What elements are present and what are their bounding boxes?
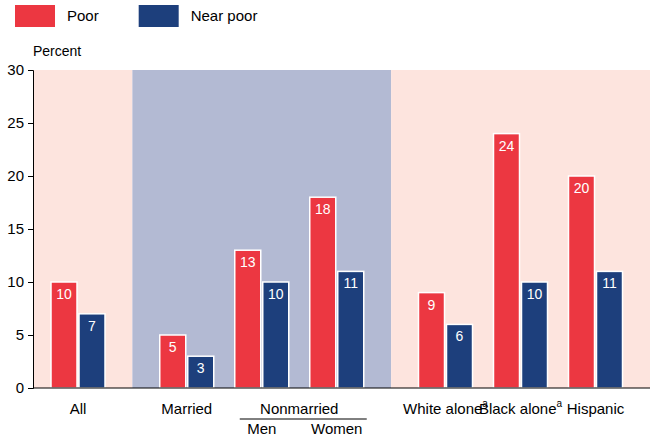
panel	[33, 70, 132, 388]
tick: 20	[7, 167, 33, 184]
tick-mark	[28, 282, 33, 283]
tick-label: 0	[16, 379, 24, 396]
tick: 5	[16, 326, 33, 343]
tick: 30	[7, 61, 33, 78]
baseline	[33, 388, 650, 389]
legend: Poor Near poor	[15, 5, 257, 27]
panels	[33, 70, 650, 388]
tick-mark	[28, 123, 33, 124]
bar	[235, 250, 261, 388]
tick-label: 15	[7, 220, 24, 237]
tick-label: 5	[16, 326, 24, 343]
data-label: 3	[197, 360, 205, 376]
tick-mark	[28, 176, 33, 177]
tick-mark	[28, 335, 33, 336]
bars	[51, 134, 623, 388]
category-label: Black alonea	[479, 398, 563, 417]
tick-mark	[28, 70, 33, 71]
chart: 10 5 13 18 9 24 20 7 3 10 11 6 10 11 0 5 10 15 20 25 30 Perce…	[0, 0, 650, 440]
panel	[391, 70, 650, 388]
data-label: 11	[343, 275, 358, 291]
bar	[494, 134, 520, 388]
group-underline	[240, 419, 367, 420]
category-label: White alonea	[403, 398, 488, 417]
category-text: Women	[311, 420, 362, 437]
data-label: 11	[602, 275, 617, 291]
category-text: Married	[161, 400, 212, 417]
category-label: Married	[161, 400, 212, 417]
bar	[263, 282, 289, 388]
bar	[51, 282, 77, 388]
category-text: Men	[247, 420, 276, 437]
tick: 25	[7, 114, 33, 131]
data-label: 10	[268, 286, 284, 302]
footnote-mark: a	[557, 398, 563, 409]
bar	[569, 176, 595, 388]
bar	[522, 282, 548, 388]
axis-line	[28, 71, 34, 389]
tick: 0	[16, 379, 33, 396]
bar	[79, 314, 105, 388]
group-label: Nonmarried	[260, 400, 338, 417]
category-label: Women	[311, 420, 362, 437]
tick-label: 30	[7, 61, 24, 78]
tick: 15	[7, 220, 33, 237]
legend-label: Poor	[67, 7, 99, 24]
category-text: All	[70, 400, 87, 417]
data-label: 7	[88, 318, 96, 334]
legend-swatch	[15, 5, 55, 27]
data-label: 6	[456, 328, 464, 344]
data-labels: 10 5 13 18 9 24 20 7 3 10 11 6 10 11	[56, 138, 617, 377]
tick-label: 20	[7, 167, 24, 184]
category-label: All	[70, 400, 87, 417]
bar	[160, 335, 186, 388]
category-label: Men	[247, 420, 276, 437]
legend-label: Near poor	[191, 7, 258, 24]
bar	[310, 197, 336, 388]
data-label: 10	[527, 286, 543, 302]
bar	[447, 324, 473, 388]
category-label: Hispanic	[567, 400, 625, 417]
data-label: 20	[574, 180, 590, 196]
bar	[597, 271, 623, 388]
tick-mark	[28, 388, 33, 389]
category-text: Black alone	[479, 400, 557, 417]
bar	[419, 293, 445, 388]
data-label: 13	[240, 254, 256, 270]
data-label: 10	[56, 286, 72, 302]
y-axis: 0 5 10 15 20 25 30	[7, 61, 33, 396]
x-labels: AllMarriedMenWomenWhite aloneaBlack alon…	[70, 398, 625, 437]
panel	[132, 70, 391, 388]
tick-label: 10	[7, 273, 24, 290]
bar	[188, 356, 214, 388]
data-label: 18	[315, 201, 331, 217]
legend-swatch	[139, 5, 179, 27]
data-label: 5	[169, 339, 177, 355]
tick-mark	[28, 229, 33, 230]
tick: 10	[7, 273, 33, 290]
bar	[338, 271, 364, 388]
category-text: White alone	[403, 400, 482, 417]
axis-title: Percent	[33, 43, 81, 59]
data-label: 24	[499, 138, 515, 154]
data-label: 9	[428, 297, 436, 313]
category-text: Hispanic	[567, 400, 625, 417]
tick-label: 25	[7, 114, 24, 131]
